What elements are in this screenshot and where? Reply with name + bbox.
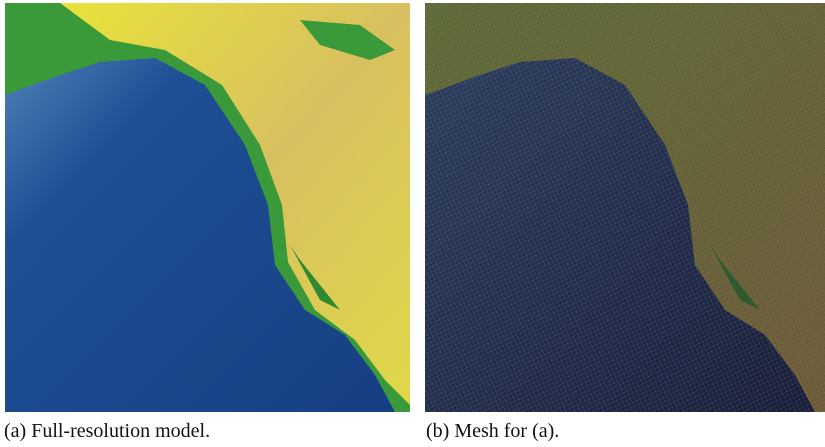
caption: (b) Mesh for (a). — [426, 420, 559, 443]
panel-a-image — [5, 3, 410, 412]
caption: (a) Full-resolution model. — [4, 420, 210, 443]
figure: (a) Full-resolution model. (b) Mesh for … — [0, 0, 825, 447]
panel-b-image — [425, 3, 825, 412]
figure-images — [0, 0, 825, 447]
